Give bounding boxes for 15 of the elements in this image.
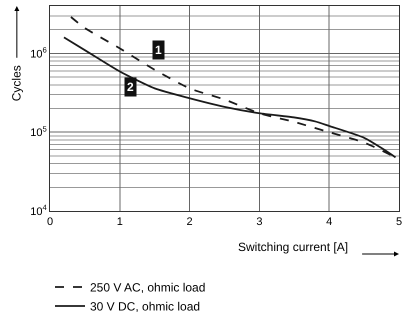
y-axis-title: Cycles — [9, 65, 24, 102]
x-tick-label: 1 — [116, 216, 123, 228]
legend-label: 250 V AC, ohmic load — [90, 280, 206, 295]
y-tick-label: 10$^{5}$ — [30, 124, 47, 140]
x-tick-label: 3 — [256, 216, 262, 228]
y-tick-label: 10$^{6}$ — [30, 46, 47, 60]
annotation: 2 — [127, 80, 134, 94]
x-tick-label: 5 — [396, 216, 402, 228]
x-axis-title: Switching current [A] — [238, 240, 348, 254]
x-tick-label: 2 — [186, 216, 193, 228]
x-tick-label: 4 — [326, 216, 332, 228]
x-tick-label: 0 — [46, 216, 54, 228]
y-tick-label: 10$^{4}$ — [30, 203, 48, 218]
annotation: 1 — [155, 43, 162, 57]
legend-label: 30 V DC, ohmic load — [90, 300, 200, 314]
